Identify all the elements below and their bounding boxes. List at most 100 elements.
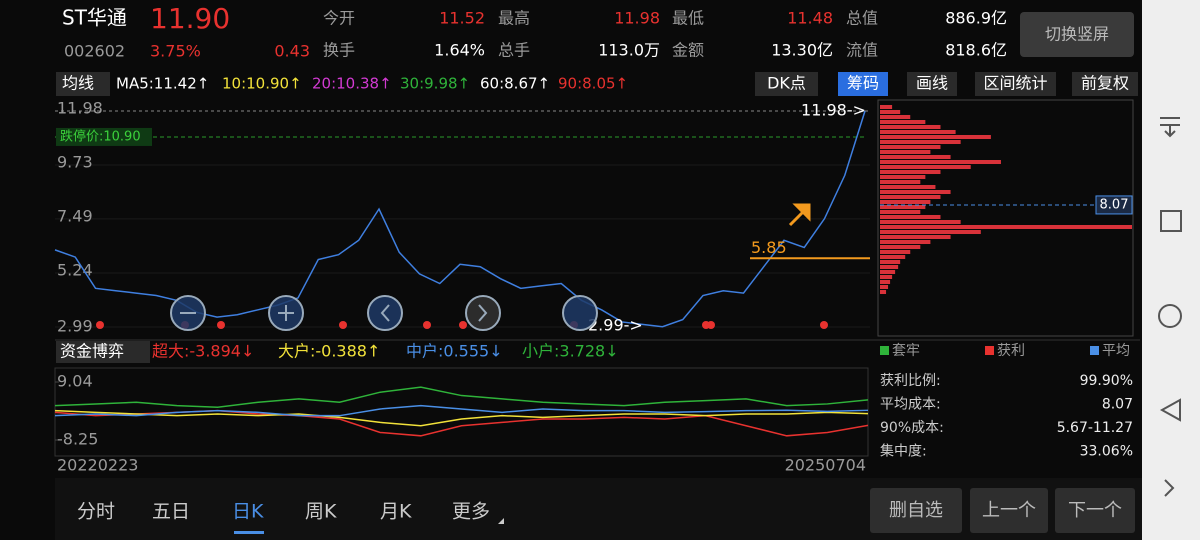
action-button[interactable] <box>1055 488 1135 533</box>
nav-recent[interactable] <box>1160 210 1182 232</box>
chip-bar <box>880 275 893 279</box>
chip-stat-value: 99.90% <box>1080 373 1133 389</box>
chip-bar <box>880 120 926 124</box>
toolbar-button[interactable] <box>1072 72 1138 96</box>
y-tick-label: 5.24 <box>57 260 93 279</box>
ma-item: 90:8.05↑ <box>558 75 628 93</box>
fund-title: 资金博弈 <box>60 342 124 361</box>
toolbar-label: 画线 <box>916 74 948 93</box>
chip-bar <box>880 160 1001 164</box>
ma-item: 30:9.98↑ <box>400 75 470 93</box>
tab[interactable]: 日K <box>232 501 264 523</box>
ma-item: 60:8.67↑ <box>480 75 550 93</box>
stat-value: 11.98 <box>614 9 660 28</box>
chip-bar <box>880 260 901 264</box>
crosshair[interactable] <box>562 295 598 331</box>
legend-entry: 小户:3.728↓ <box>522 342 619 361</box>
stat-label: 流值 <box>846 41 878 60</box>
tab[interactable]: 更多 <box>452 501 490 523</box>
stock-pct: 3.75% <box>150 42 201 61</box>
stat-label: 最高 <box>498 9 530 28</box>
signal-dots <box>96 321 828 329</box>
chip-bar <box>880 265 899 269</box>
signal-dot <box>820 321 828 329</box>
stat-label: 换手 <box>323 41 355 60</box>
more-caret <box>498 518 504 524</box>
ma-item: 20:10.38↑ <box>312 75 392 93</box>
tab[interactable]: 五日 <box>152 501 190 523</box>
chip-stat-value: 8.07 <box>1102 397 1133 413</box>
fund-selector[interactable] <box>56 341 150 363</box>
chip-stat-label: 集中度: <box>880 443 927 460</box>
action-label: 删自选 <box>889 500 943 521</box>
toolbar-button[interactable] <box>838 72 888 96</box>
low-label: 2.99-> <box>588 316 643 335</box>
signal-dot <box>96 321 104 329</box>
chip-bar <box>880 235 951 239</box>
pan-right[interactable] <box>465 295 501 331</box>
legend-label: 套牢 <box>892 343 920 359</box>
signal-dot <box>339 321 347 329</box>
legend-swatch <box>1090 346 1099 355</box>
stat-value: 1.64% <box>434 41 485 60</box>
ma-label: 均线 <box>62 74 94 93</box>
tab[interactable]: 周K <box>305 501 337 523</box>
pan-left[interactable] <box>367 295 403 331</box>
action-label: 下一个 <box>1068 500 1122 521</box>
chip-bar <box>880 180 921 184</box>
trend-arrow <box>788 203 811 227</box>
stock-code: 002602 <box>64 42 125 61</box>
chip-bar <box>880 170 941 174</box>
stock-change: 0.43 <box>274 42 310 61</box>
chip-bar <box>880 125 941 129</box>
y-tick-label: 11.98 <box>57 99 103 118</box>
chip-bar <box>880 150 931 154</box>
stock-price: 11.90 <box>150 2 230 35</box>
chip-bar <box>880 140 961 144</box>
stock-name: ST华通 <box>62 6 127 30</box>
chip-stat-value: 33.06% <box>1080 444 1133 460</box>
high-label: 11.98-> <box>801 101 866 120</box>
toolbar-button[interactable] <box>907 72 957 96</box>
chip-bar <box>880 110 901 114</box>
chip-bar <box>880 135 991 139</box>
chip-bar <box>880 200 931 204</box>
y-tick-label: 9.73 <box>57 153 93 172</box>
tab[interactable]: 分时 <box>77 501 115 523</box>
chip-bar <box>880 195 941 199</box>
toolbar-button[interactable] <box>755 72 818 96</box>
nav-back[interactable] <box>1159 398 1181 422</box>
tab[interactable]: 月K <box>380 501 412 523</box>
nav-home[interactable] <box>1158 304 1182 328</box>
stat-value: 113.0万 <box>598 41 660 60</box>
nav-expand[interactable] <box>1164 479 1175 497</box>
chip-bar <box>880 155 951 159</box>
chip-bar <box>880 145 941 149</box>
action-button[interactable] <box>970 488 1048 533</box>
fund-line <box>54 404 869 417</box>
toolbar-label: DK点 <box>767 74 806 93</box>
action-button[interactable] <box>870 488 962 533</box>
toolbar-button[interactable] <box>975 72 1056 96</box>
fund-line <box>54 409 869 427</box>
legend-label: 平均 <box>1102 343 1130 359</box>
support-label: 5.85 <box>751 238 787 257</box>
rotate-button[interactable] <box>1020 12 1134 57</box>
ma-selector[interactable] <box>56 72 110 96</box>
chip-bar <box>880 215 941 219</box>
limit-down-label: 跌停价:10.90 <box>60 128 141 144</box>
chip-bar <box>880 185 936 189</box>
chip-bar <box>880 255 906 259</box>
stat-label: 今开 <box>323 9 355 28</box>
nav-pull[interactable] <box>1160 117 1180 138</box>
stat-value: 13.30亿 <box>771 41 833 60</box>
stat-value: 818.6亿 <box>945 41 1007 60</box>
stat-label: 金额 <box>672 41 704 60</box>
signal-dot <box>423 321 431 329</box>
rotate-label: 切换竖屏 <box>1045 25 1109 44</box>
stat-label: 总值 <box>846 9 878 28</box>
chip-stat-label: 平均成本: <box>880 397 941 413</box>
chip-bar <box>880 245 921 249</box>
signal-dot <box>217 321 225 329</box>
